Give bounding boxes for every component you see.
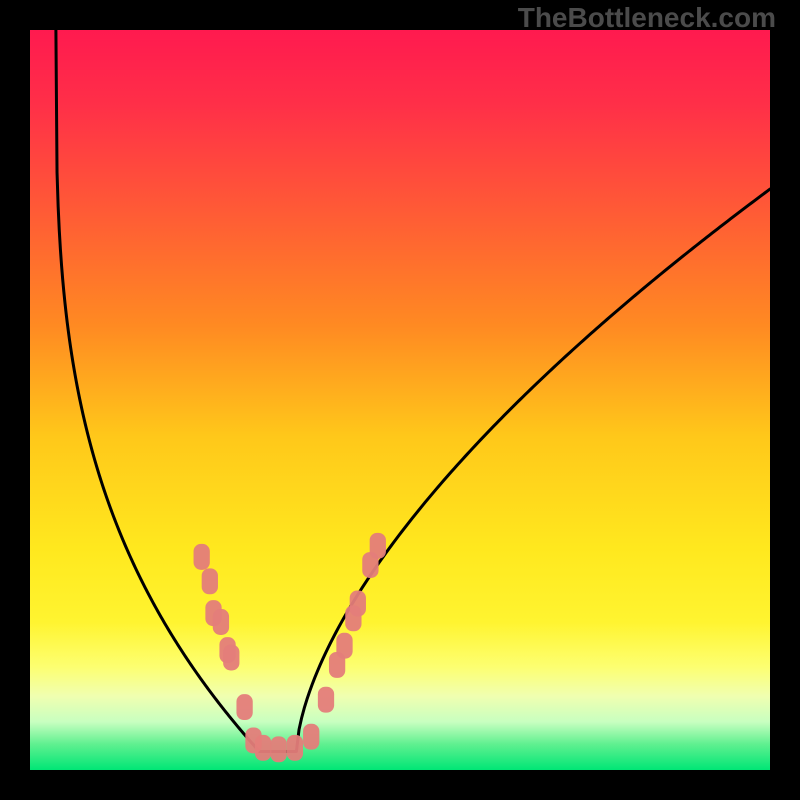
plot-area <box>30 30 770 770</box>
curve-marker <box>303 724 319 750</box>
curve-marker <box>287 735 303 761</box>
curve-marker <box>194 544 210 570</box>
bottleneck-curve <box>56 30 770 752</box>
curve-marker <box>213 609 229 635</box>
curve-layer <box>30 30 770 770</box>
chart-root: TheBottleneck.com <box>0 0 800 800</box>
curve-marker <box>350 591 366 617</box>
marker-group <box>194 533 386 762</box>
curve-marker <box>223 645 239 671</box>
curve-marker <box>318 687 334 713</box>
curve-marker <box>236 694 252 720</box>
curve-marker <box>271 736 287 762</box>
curve-marker <box>336 633 352 659</box>
curve-marker <box>202 568 218 594</box>
curve-marker <box>255 735 271 761</box>
curve-marker <box>370 533 386 559</box>
